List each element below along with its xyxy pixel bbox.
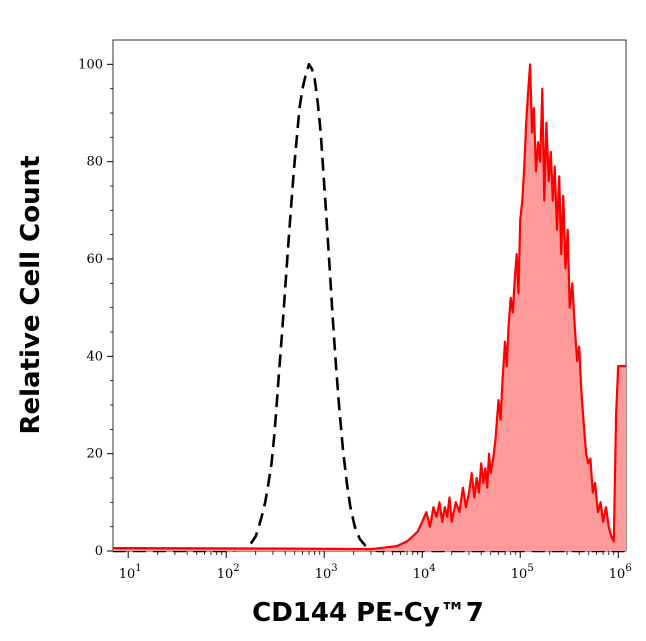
x-tick-label-5: 106 [609,563,632,582]
y-tick-label-3: 60 [86,252,103,267]
x-tick-label-0: 101 [119,563,142,582]
axis-layer: 101 102 103 104 105 106 0 20 40 60 80 100 [78,57,632,582]
x-tick-label-3: 104 [413,563,436,582]
x-tick-label-4: 105 [511,563,534,582]
y-tick-label-0: 0 [95,544,103,559]
series-0-line [113,63,626,553]
series-layer [112,63,626,553]
y-tick-label-5: 100 [78,57,103,72]
x-tick-label-2: 103 [315,563,338,582]
y-tick-label-4: 80 [86,155,103,170]
series-1-area [113,64,626,552]
y-tick-label-2: 40 [86,349,103,364]
x-tick-label-1: 102 [217,563,240,582]
series-1-line [112,63,626,551]
x-axis-title: CD144 PE-Cy™7 [252,598,484,628]
y-axis-title: Relative Cell Count [16,155,46,434]
y-tick-label-1: 20 [86,447,103,462]
